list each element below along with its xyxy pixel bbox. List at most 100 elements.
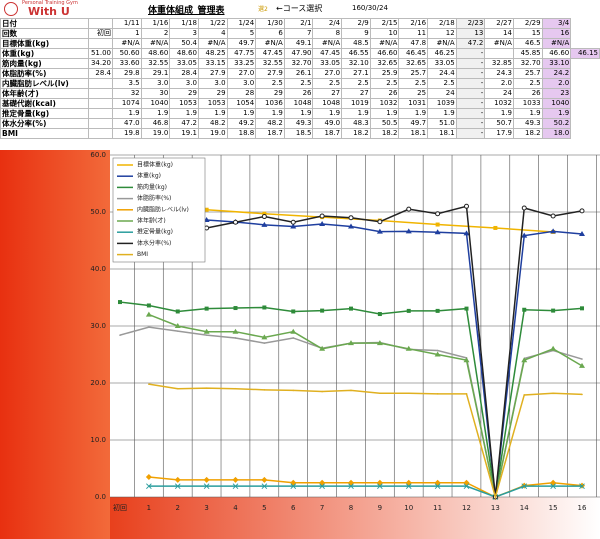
cell: 25 bbox=[398, 88, 429, 99]
logo: With U bbox=[28, 5, 70, 18]
cell: 32.85 bbox=[484, 58, 514, 69]
point bbox=[290, 328, 297, 334]
cell: 30 bbox=[140, 88, 171, 99]
cell: 33.60 bbox=[112, 58, 142, 69]
cell: 25.9 bbox=[369, 68, 400, 79]
point bbox=[290, 483, 297, 490]
point bbox=[522, 307, 527, 312]
cell: 25.7 bbox=[398, 68, 429, 79]
chart: 0.010.020.030.040.050.060.0初回 1 2 3 4 5 6 7 8 9 10… bbox=[0, 150, 600, 539]
point bbox=[145, 474, 152, 481]
point bbox=[521, 232, 528, 238]
cell: 18.2 bbox=[341, 128, 371, 139]
legend: 目標体重(kg) 体重(kg) 筋肉量(kg) 体脂肪率(%) 内臓脂肪レベル(lv) 体… bbox=[112, 157, 206, 263]
y-tick-label: 20.0 bbox=[90, 379, 106, 387]
point bbox=[292, 389, 295, 392]
cell: 2/16 bbox=[398, 18, 429, 29]
cell bbox=[88, 88, 113, 99]
series-line bbox=[148, 313, 583, 498]
point bbox=[290, 219, 296, 225]
legend-label: BMI bbox=[137, 251, 148, 258]
point bbox=[348, 215, 354, 221]
cell: 1/11 bbox=[112, 18, 142, 29]
cell: 48.60 bbox=[140, 48, 171, 59]
point bbox=[435, 222, 440, 227]
cell: 3.5 bbox=[112, 78, 142, 89]
cell: 1.9 bbox=[341, 108, 371, 119]
cell: 25.7 bbox=[512, 68, 543, 79]
cell: 1/22 bbox=[197, 18, 228, 29]
point bbox=[434, 483, 441, 490]
cell: 1.9 bbox=[283, 108, 314, 119]
point bbox=[523, 394, 526, 396]
point bbox=[465, 393, 468, 395]
cell: 33.05 bbox=[169, 58, 199, 69]
point bbox=[203, 483, 210, 490]
point bbox=[146, 303, 151, 308]
cell: 3.0 bbox=[197, 78, 228, 89]
cell: 49.7 bbox=[398, 118, 429, 129]
cell: 48.60 bbox=[169, 48, 199, 59]
cell: 2.5 bbox=[369, 78, 400, 89]
point bbox=[493, 225, 498, 230]
point bbox=[263, 342, 266, 344]
cell: 29 bbox=[197, 88, 228, 99]
cell: 47.0 bbox=[112, 118, 142, 129]
cell: 46.8 bbox=[140, 118, 171, 129]
cell: 27.9 bbox=[255, 68, 285, 79]
cell: 24 bbox=[427, 88, 457, 99]
table-row: 日付 1/11 1/16 1/18 1/22 1/24 1/30 2/1 2/4 2/9 2/15 2… bbox=[0, 18, 600, 29]
cell: 11 bbox=[398, 28, 429, 39]
cell: 14 bbox=[484, 28, 514, 39]
cell: 46.5 bbox=[512, 38, 543, 49]
cell: 18.7 bbox=[312, 128, 343, 139]
cell: 28.4 bbox=[169, 68, 199, 79]
cell: 体水分率(%) bbox=[0, 118, 89, 129]
point bbox=[436, 349, 439, 352]
cell: 33.15 bbox=[197, 58, 228, 69]
cell: 1048 bbox=[312, 98, 343, 109]
cell: 33.25 bbox=[226, 58, 257, 69]
code: 160/30/24 bbox=[352, 4, 388, 12]
cell: 48.25 bbox=[197, 48, 228, 59]
cell: 2 bbox=[140, 28, 171, 39]
cell: 推定骨量(kg) bbox=[0, 108, 89, 119]
cell: #N/A bbox=[427, 38, 457, 49]
cell: 1040 bbox=[541, 98, 572, 109]
cell: 3 bbox=[169, 28, 199, 39]
cell: 4 bbox=[197, 28, 228, 39]
cell: - bbox=[455, 98, 486, 109]
cell: 1048 bbox=[283, 98, 314, 109]
point bbox=[204, 207, 209, 212]
point bbox=[494, 496, 497, 498]
point bbox=[435, 211, 441, 217]
point bbox=[319, 213, 325, 219]
cell: 49.0 bbox=[312, 118, 343, 129]
cell: 18.1 bbox=[398, 128, 429, 139]
point bbox=[552, 392, 554, 395]
cell: 19.0 bbox=[140, 128, 171, 139]
y-tick-label: 60.0 bbox=[90, 151, 106, 159]
cell: 1.9 bbox=[112, 108, 142, 119]
badge: 選2 bbox=[258, 6, 268, 13]
point bbox=[581, 393, 583, 396]
x-tick-label: 11 bbox=[433, 504, 442, 512]
cell: 18.1 bbox=[427, 128, 457, 139]
cell: 26.1 bbox=[283, 68, 314, 79]
cell: 1.9 bbox=[255, 108, 285, 119]
cell: 50.60 bbox=[112, 48, 142, 59]
point bbox=[550, 345, 557, 351]
point bbox=[291, 309, 296, 314]
point bbox=[434, 229, 441, 235]
cell: - bbox=[455, 88, 486, 99]
point bbox=[463, 357, 470, 363]
point bbox=[203, 476, 210, 483]
point bbox=[321, 390, 323, 393]
point bbox=[463, 483, 470, 490]
course[interactable]: ←コース選択 bbox=[276, 4, 323, 13]
cell: 18.7 bbox=[255, 128, 285, 139]
cell: 1.9 bbox=[197, 108, 228, 119]
cell: 27.1 bbox=[341, 68, 371, 79]
cell: 19.1 bbox=[169, 128, 199, 139]
table-row: BMI 19.8 19.0 19.1 19.0 18.8 18.7 18.5 18.7 18.2 1… bbox=[0, 128, 600, 139]
